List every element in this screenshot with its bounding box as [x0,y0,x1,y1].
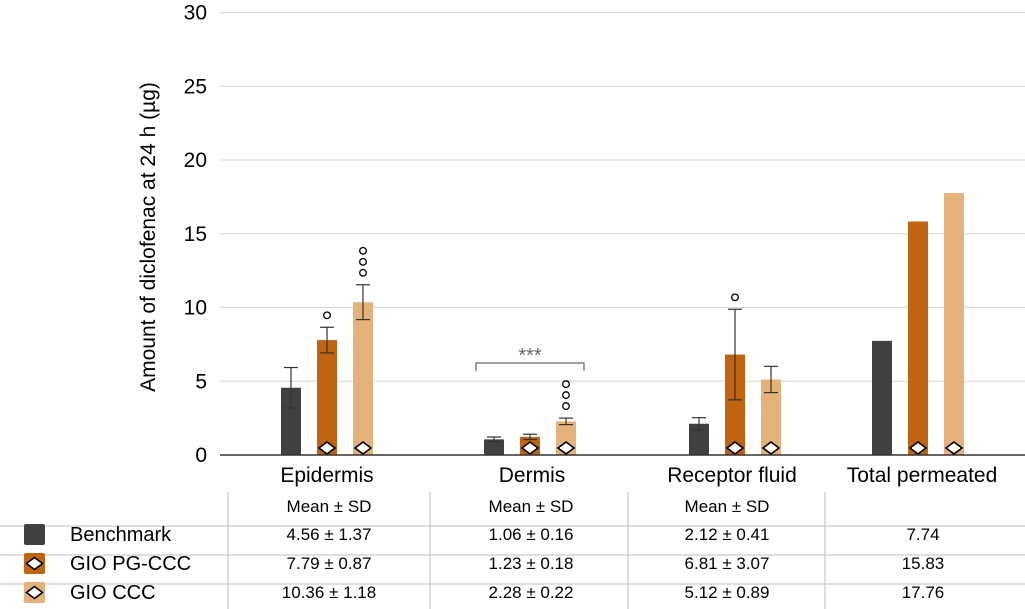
y-axis-label: Amount of diclofenac at 24 h (µg) [137,82,160,392]
bar [944,193,964,456]
legend-label: GIO PG-CCC [70,553,191,575]
bracket-label: *** [518,345,542,367]
table-cell: 7.79 ± 0.87 [287,554,372,573]
diamond-icon [25,556,44,571]
error-bar [284,366,298,409]
significance-circle [323,311,331,320]
bar [908,221,928,455]
table-header-cell: Mean ± SD [685,497,770,516]
y-tick-label: 30 [184,2,207,25]
significance-circle [359,257,367,266]
y-tick-label: 5 [195,370,207,393]
diamond-marker [520,441,540,455]
table-cell: 2.12 ± 0.41 [685,525,770,544]
error-bar [559,417,573,426]
table-row: GIO PG-CCC 7.79 ± 0.87 1.23 ± 0.18 6.81 ± 3… [24,553,944,575]
gridlines [220,12,1025,382]
diamond-marker [317,441,337,455]
significance-marks: *** [323,246,739,411]
significance-bracket: *** [475,345,585,371]
y-tick-labels: 0 5 10 15 20 25 30 [184,2,207,468]
bar [317,340,337,455]
bar-markers [317,441,964,455]
error-bar [728,308,742,401]
category-label: Receptor fluid [667,464,797,487]
error-bar [692,417,706,431]
table-cell: 1.23 ± 0.18 [489,554,574,573]
bar [353,302,373,455]
y-tick-label: 25 [184,75,207,98]
table-cell: 15.83 [902,554,945,573]
significance-circle [359,246,367,255]
significance-circle [731,293,739,302]
category-label: Total permeated [847,464,998,487]
error-bars [284,284,778,443]
bar [725,354,745,455]
table-cell: 6.81 ± 3.07 [685,554,770,573]
diamond-marker [944,441,964,455]
diamond-marker [908,441,928,455]
error-bar [320,326,334,354]
diamond-marker [761,441,781,455]
significance-circle [562,380,570,389]
legend-label: Benchmark [70,524,172,546]
bars [281,193,964,456]
table-header-cell: Mean ± SD [489,497,574,516]
legend-label: GIO CCC [70,582,156,604]
table-cell: 1.06 ± 0.16 [489,525,574,544]
y-tick-label: 10 [184,297,207,320]
y-tick-label: 15 [184,223,207,246]
diamond-marker [353,441,373,455]
table-cell: 7.74 [906,525,939,544]
significance-circle [562,391,570,400]
data-table: Mean ± SD Mean ± SD Mean ± SD Benchmark 4.56… [0,492,1025,609]
diamond-marker [725,441,745,455]
significance-circle [359,268,367,277]
bar [484,439,504,455]
category-label: Epidermis [280,464,373,487]
bar [689,423,709,455]
category-label: Dermis [499,464,566,487]
error-bar [523,433,537,441]
table-cell: 17.76 [902,583,945,602]
bar [281,387,301,455]
table-row: Benchmark 4.56 ± 1.37 1.06 ± 0.16 2.12 ± 0.… [24,524,940,546]
diamond-icon [25,585,44,600]
error-bar [487,436,501,443]
y-tick-label: 20 [184,149,207,172]
legend-swatch [24,524,45,545]
table-header-cell: Mean ± SD [287,497,372,516]
category-labels: Epidermis Dermis Receptor fluid Total perme… [280,464,997,487]
bar [872,340,892,455]
table-cell: 5.12 ± 0.89 [685,583,770,602]
table-cell: 10.36 ± 1.18 [282,583,376,602]
bar [761,379,781,455]
error-bar [764,365,778,394]
table-cell: 4.56 ± 1.37 [287,525,372,544]
table-cell: 2.28 ± 0.22 [489,583,574,602]
y-tick-label: 0 [195,444,207,467]
error-bar [356,284,370,321]
significance-circle [562,402,570,411]
table-row: GIO CCC 10.36 ± 1.18 2.28 ± 0.22 5.12 ± 0.8… [24,582,944,604]
diamond-marker [556,441,576,455]
